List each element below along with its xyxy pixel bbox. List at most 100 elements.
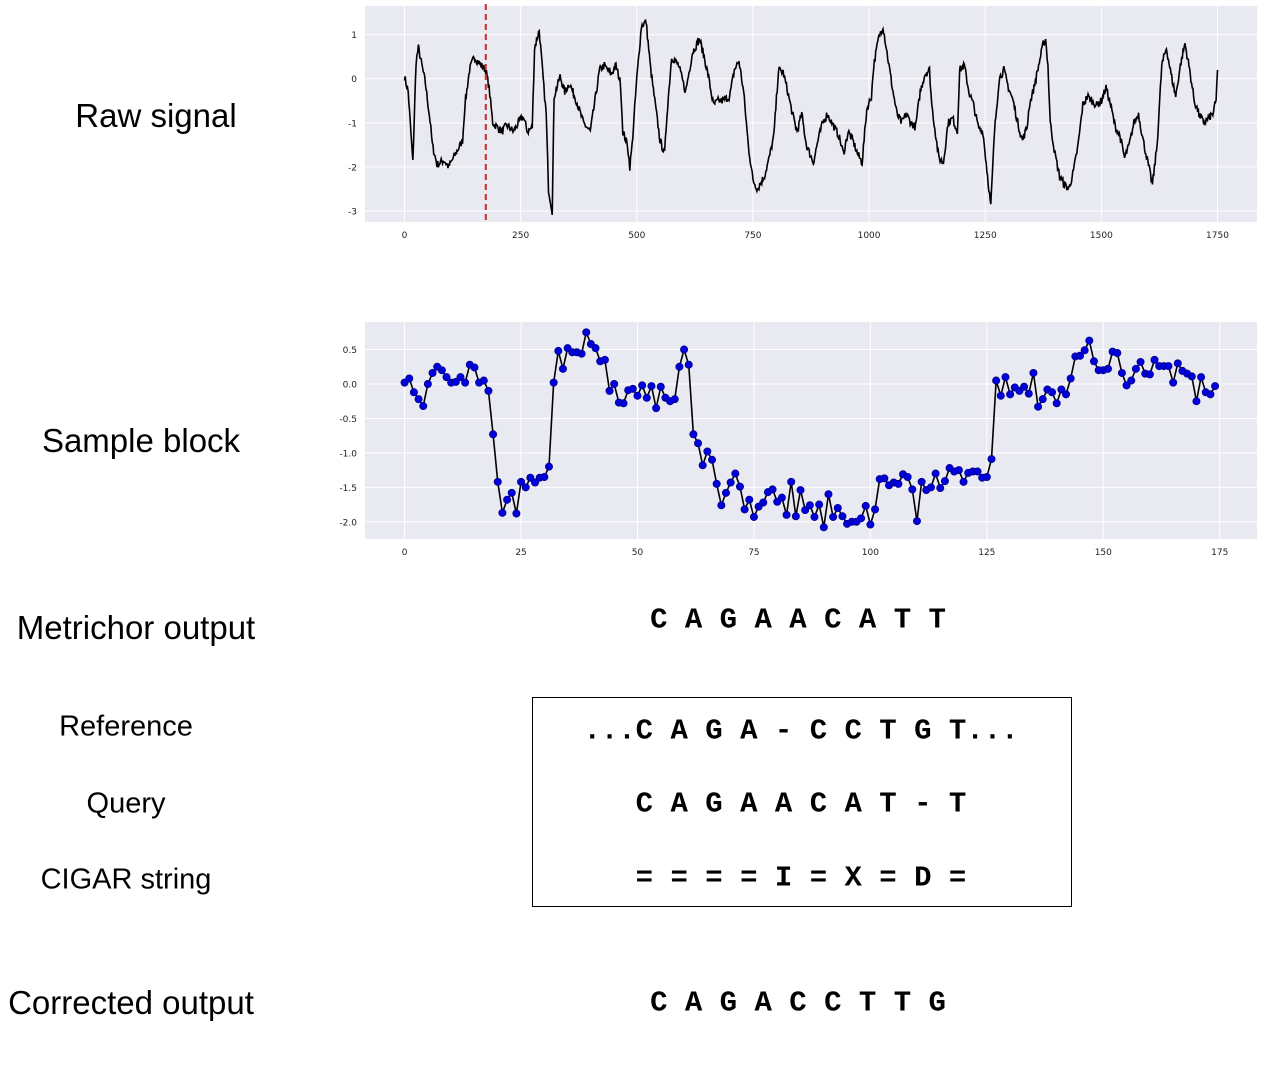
- block-tick-labels: 0 25 50 75 100 125 150 175 -2.0 -1.5 -1.0 -0.5 0.0 0.…: [339, 346, 1228, 558]
- data-point: [1192, 397, 1201, 406]
- data-point: [1089, 357, 1098, 366]
- data-point: [652, 404, 661, 413]
- data-point: [1113, 349, 1122, 358]
- data-point: [1197, 373, 1206, 382]
- data-point: [1029, 368, 1038, 377]
- data-point: [456, 373, 465, 382]
- alignment-box: [532, 697, 1072, 907]
- sample-block-label: Sample block: [41, 422, 241, 459]
- data-point: [554, 346, 563, 355]
- cigar-label: CIGAR string: [40, 863, 212, 896]
- data-point: [1034, 402, 1043, 411]
- data-point: [824, 490, 833, 499]
- data-point: [801, 506, 810, 515]
- x-tick-label: 150: [1095, 548, 1112, 558]
- data-point: [1057, 385, 1066, 394]
- y-tick-label: -1.0: [339, 449, 357, 459]
- data-point: [489, 430, 498, 439]
- data-point: [1131, 364, 1140, 373]
- query-label: Query: [86, 787, 166, 820]
- data-point: [759, 498, 768, 507]
- raw-signal-label: Raw signal: [75, 97, 237, 134]
- data-point: [712, 479, 721, 488]
- data-point: [894, 479, 903, 488]
- data-point: [507, 488, 516, 497]
- data-point: [787, 477, 796, 486]
- data-point: [959, 477, 968, 486]
- data-point: [768, 485, 777, 494]
- data-point: [531, 478, 540, 487]
- data-point: [684, 360, 693, 369]
- data-point: [917, 477, 926, 486]
- data-point: [1062, 390, 1071, 399]
- data-point: [675, 362, 684, 371]
- x-tick-label: 25: [515, 548, 526, 558]
- data-point: [931, 469, 940, 478]
- data-point: [642, 393, 651, 402]
- data-point: [731, 469, 740, 478]
- corrected-output-label: Corrected output: [8, 984, 254, 1021]
- data-point: [903, 472, 912, 481]
- raw-signal-chart: 0 250 500 750 1000 1250 1500 1750 -3 -2 -1 0 1: [348, 4, 1257, 241]
- data-point: [591, 344, 600, 353]
- data-point: [782, 510, 791, 519]
- data-point: [777, 493, 786, 502]
- y-tick-label: -3: [348, 207, 357, 217]
- data-point: [829, 512, 838, 521]
- raw-tick-labels: 0 250 500 750 1000 1250 1500 1750 -3 -2 -1 0 1: [348, 31, 1229, 241]
- data-point: [498, 508, 507, 517]
- data-point: [810, 512, 819, 521]
- x-tick-label: 500: [628, 231, 645, 241]
- y-tick-label: -1: [348, 119, 357, 129]
- data-point: [708, 455, 717, 464]
- data-point: [908, 485, 917, 494]
- data-point: [1024, 389, 1033, 398]
- data-point: [1206, 390, 1215, 399]
- data-point: [1048, 388, 1057, 397]
- reference-label: Reference: [59, 710, 193, 743]
- data-point: [638, 381, 647, 390]
- data-point: [866, 520, 875, 529]
- data-point: [926, 483, 935, 492]
- data-point: [628, 384, 637, 393]
- data-point: [423, 380, 432, 389]
- data-point: [633, 391, 642, 400]
- data-point: [1127, 376, 1136, 385]
- data-point: [600, 355, 609, 364]
- data-point: [521, 483, 530, 492]
- data-point: [796, 486, 805, 495]
- data-point: [470, 363, 479, 372]
- data-point: [1173, 359, 1182, 368]
- x-tick-label: 175: [1211, 548, 1228, 558]
- data-point: [1164, 362, 1173, 371]
- sample-block-points: [400, 328, 1220, 532]
- data-point: [689, 430, 698, 439]
- data-point: [698, 461, 707, 470]
- data-point: [517, 477, 526, 486]
- data-point: [819, 523, 828, 532]
- data-point: [610, 380, 619, 389]
- x-tick-label: 125: [978, 548, 995, 558]
- raw-signal-line: [403, 19, 1219, 215]
- metrichor-sequence: C A G A A C A T T: [650, 603, 946, 637]
- data-point: [1001, 373, 1010, 382]
- data-point: [749, 512, 758, 521]
- cigar-sequence: = = = = I = X = D =: [635, 861, 967, 895]
- data-point: [1117, 368, 1126, 377]
- data-point: [479, 376, 488, 385]
- x-tick-label: 1500: [1090, 231, 1113, 241]
- y-tick-label: -1.5: [339, 484, 357, 494]
- data-point: [670, 395, 679, 404]
- data-point: [1150, 355, 1159, 364]
- data-point: [405, 374, 414, 383]
- data-point: [526, 473, 535, 482]
- data-point: [428, 368, 437, 377]
- data-point: [409, 388, 418, 397]
- data-point: [936, 484, 945, 493]
- x-tick-label: 100: [862, 548, 879, 558]
- data-point: [605, 386, 614, 395]
- data-point: [544, 462, 553, 471]
- data-point: [540, 472, 549, 481]
- raw-plot-background: [365, 6, 1257, 222]
- data-point: [703, 447, 712, 456]
